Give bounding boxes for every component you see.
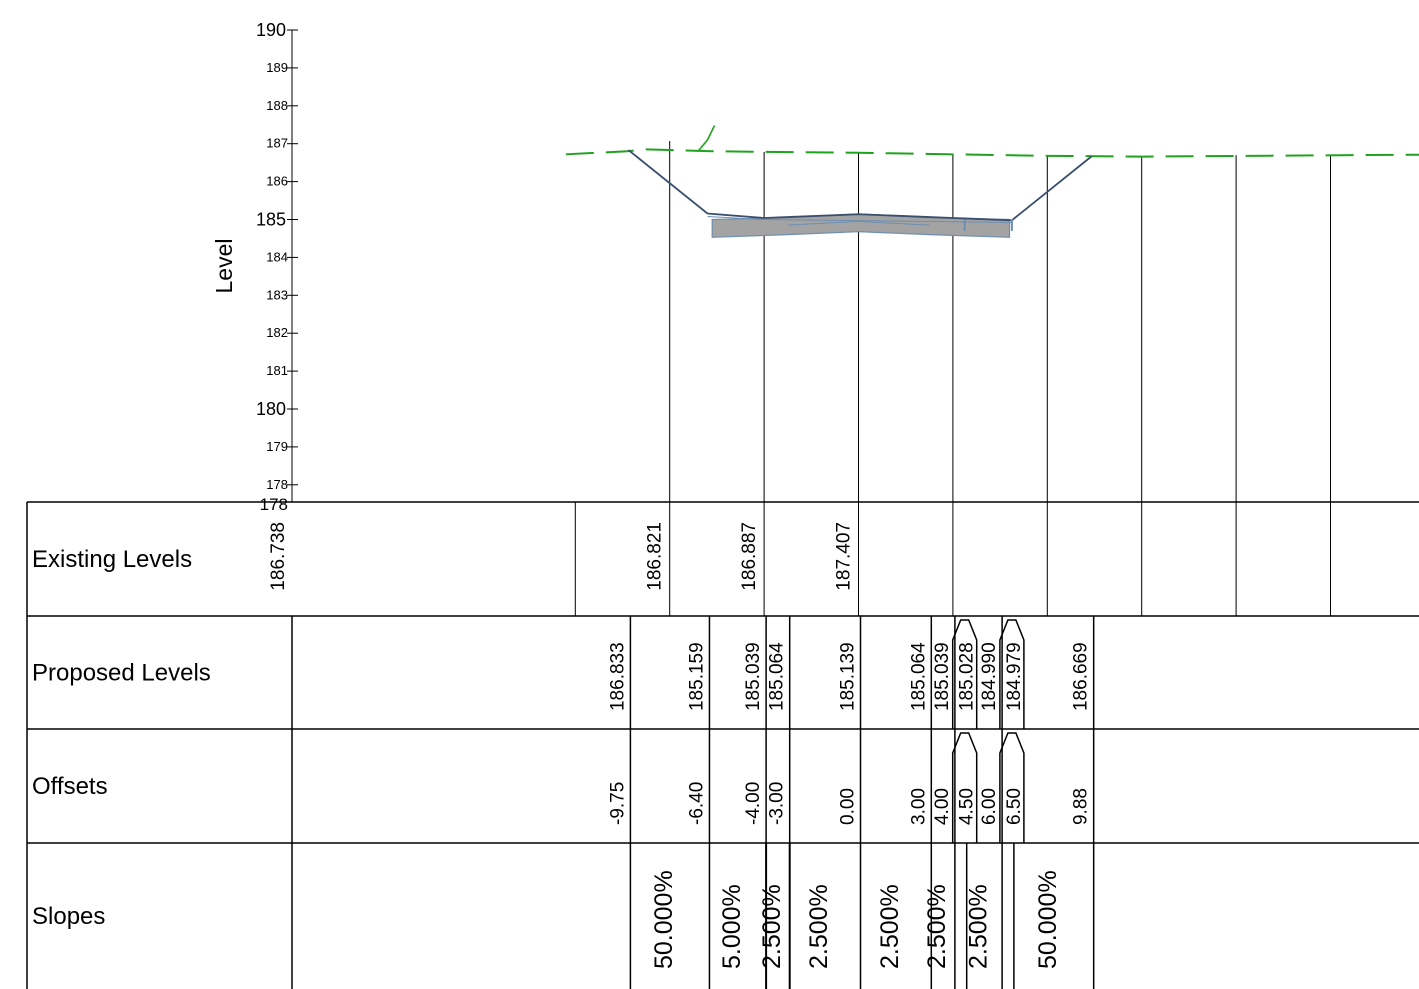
proposed-level-value: 185.064 bbox=[767, 642, 788, 711]
label-bracket bbox=[999, 619, 1025, 729]
existing-ground-line bbox=[565, 148, 1419, 158]
proposed-level-value: 185.139 bbox=[838, 642, 859, 711]
slope-value: 2.500% bbox=[923, 884, 951, 969]
existing-level-value: 186.821 bbox=[645, 522, 666, 591]
offset-value: -9.75 bbox=[607, 782, 628, 825]
y-tick-label: 190 bbox=[256, 20, 286, 40]
y-tick-label: 185 bbox=[256, 210, 286, 230]
proposed-subsurface-line bbox=[707, 215, 1012, 224]
level-axis-bottom-label: 178 bbox=[260, 495, 288, 514]
table-row-label: Offsets bbox=[32, 773, 108, 800]
level-axis: Level 178 190 189 188 187 186 185 184 183 182 181… bbox=[211, 20, 298, 514]
slope-value: 2.500% bbox=[758, 884, 786, 969]
table-row-label: Proposed Levels bbox=[32, 660, 211, 687]
existing-level-value: 186.738 bbox=[268, 522, 289, 591]
y-tick-label: 181 bbox=[266, 363, 288, 378]
pavement-inner-line bbox=[787, 220, 930, 226]
y-tick-label: 182 bbox=[266, 325, 288, 340]
y-tick-label: 186 bbox=[266, 174, 288, 189]
level-axis-label: Level bbox=[211, 239, 237, 294]
existing-level-value: 186.887 bbox=[739, 522, 760, 591]
y-tick-label: 183 bbox=[266, 287, 288, 302]
offset-value: -6.40 bbox=[686, 782, 707, 825]
proposed-level-value: 186.833 bbox=[607, 642, 628, 711]
offset-value: 0.00 bbox=[838, 788, 859, 825]
proposed-level-value: 184.979 bbox=[1004, 642, 1025, 711]
proposed-level-value: 186.669 bbox=[1071, 642, 1092, 711]
y-tick-label: 180 bbox=[256, 399, 286, 419]
y-tick-label: 179 bbox=[266, 439, 288, 454]
slope-value: 50.000% bbox=[1034, 870, 1062, 969]
existing-level-value: 187.407 bbox=[834, 522, 855, 591]
label-bracket bbox=[999, 732, 1025, 843]
y-tick-label: 188 bbox=[266, 98, 288, 113]
offset-value: 6.00 bbox=[979, 788, 1000, 825]
y-tick-label: 178 bbox=[266, 477, 288, 492]
proposed-level-value: 185.064 bbox=[908, 642, 929, 711]
offset-value: -3.00 bbox=[767, 782, 788, 825]
slope-value: 50.000% bbox=[650, 870, 678, 969]
label-bracket bbox=[951, 619, 978, 729]
y-tick-label: 187 bbox=[266, 136, 288, 151]
data-table: Existing Levels 186.738 186.821 186.887 187.… bbox=[26, 501, 1419, 989]
table-row-label: Slopes bbox=[32, 903, 105, 930]
proposed-level-value: 185.028 bbox=[957, 642, 978, 711]
proposed-level-value: 185.039 bbox=[932, 642, 953, 711]
label-bracket bbox=[951, 732, 978, 843]
slope-value: 2.500% bbox=[805, 884, 833, 969]
offset-value: -4.00 bbox=[743, 782, 764, 825]
station-lines bbox=[574, 140, 1331, 616]
offset-value: 9.88 bbox=[1071, 788, 1092, 825]
table-row-label: Existing Levels bbox=[32, 546, 192, 573]
y-tick-label: 184 bbox=[266, 249, 288, 264]
slope-value: 2.500% bbox=[964, 884, 992, 969]
proposed-level-value: 185.159 bbox=[686, 642, 707, 711]
offset-value: 3.00 bbox=[908, 788, 929, 825]
offset-value: 4.50 bbox=[957, 788, 978, 825]
offset-value: 6.50 bbox=[1004, 788, 1025, 825]
y-tick-label: 189 bbox=[266, 60, 288, 75]
proposed-level-value: 184.990 bbox=[979, 642, 1000, 711]
offset-value: 4.00 bbox=[932, 788, 953, 825]
slope-value: 2.500% bbox=[876, 884, 904, 969]
proposed-surface-line bbox=[627, 149, 1093, 222]
proposed-level-value: 185.039 bbox=[743, 642, 764, 711]
plot-area bbox=[565, 125, 1419, 238]
slope-value: 5.000% bbox=[718, 884, 746, 969]
existing-ground-spike bbox=[697, 125, 716, 152]
